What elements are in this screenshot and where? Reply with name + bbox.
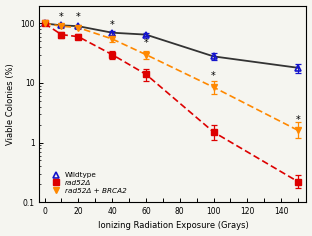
rad52Δ + BRCA2 [76, 26, 80, 29]
X-axis label: Ionizing Radiation Exposure (Grays): Ionizing Radiation Exposure (Grays) [98, 221, 248, 230]
Wildtype [296, 66, 300, 69]
Wildtype [76, 25, 80, 28]
rad52Δ + BRCA2 [144, 53, 148, 56]
Line: rad52Δ: rad52Δ [42, 21, 301, 184]
Wildtype [144, 33, 148, 36]
Wildtype [43, 22, 46, 25]
rad52Δ [60, 33, 63, 36]
Text: *: * [211, 71, 216, 80]
Line: Wildtype: Wildtype [41, 20, 301, 71]
rad52Δ [212, 131, 215, 133]
rad52Δ [76, 35, 80, 38]
rad52Δ [296, 180, 300, 183]
Text: *: * [296, 115, 300, 125]
Text: *: * [110, 20, 115, 30]
Wildtype [110, 31, 114, 34]
rad52Δ [144, 73, 148, 76]
Wildtype [60, 24, 63, 27]
Y-axis label: Viable Colonies (%): Viable Colonies (%) [6, 63, 15, 145]
Legend: Wildtype, rad52Δ, rad52Δ + BRCA2: Wildtype, rad52Δ, rad52Δ + BRCA2 [48, 171, 128, 194]
Text: *: * [59, 12, 64, 22]
Line: rad52Δ + BRCA2: rad52Δ + BRCA2 [42, 21, 301, 133]
Text: *: * [144, 38, 148, 48]
Text: *: * [76, 12, 81, 22]
Wildtype [212, 55, 215, 58]
rad52Δ + BRCA2 [60, 25, 63, 28]
rad52Δ + BRCA2 [43, 22, 46, 25]
rad52Δ [110, 53, 114, 56]
rad52Δ + BRCA2 [212, 86, 215, 88]
rad52Δ + BRCA2 [110, 38, 114, 40]
rad52Δ [43, 22, 46, 25]
rad52Δ + BRCA2 [296, 129, 300, 132]
